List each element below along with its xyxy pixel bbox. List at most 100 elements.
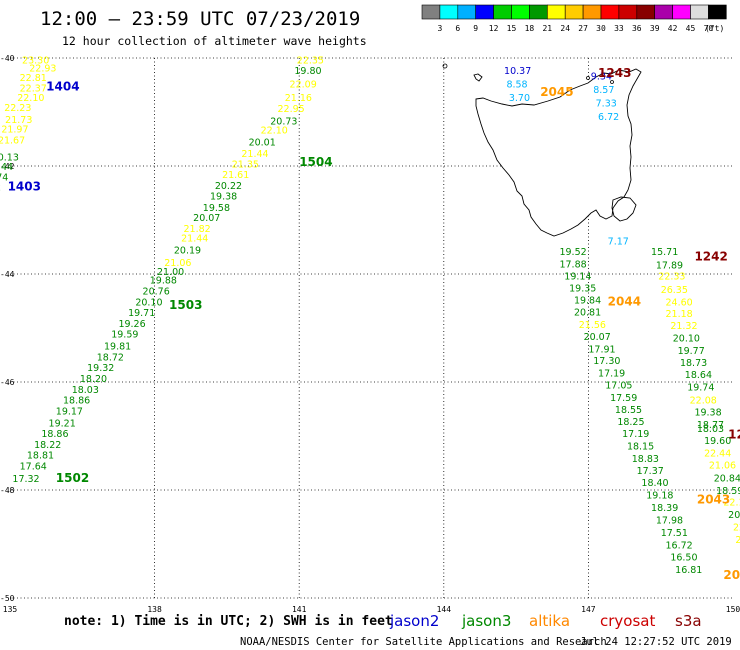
wave-height-value: 20.13 [0, 153, 19, 164]
colorbar-unit: (ft) [705, 24, 724, 33]
wave-height-value: 21.00 [157, 267, 184, 278]
wave-height-value: 19.74 [687, 383, 714, 394]
wave-height-value: 17.19 [622, 429, 649, 440]
wave-height-value: 19.35 [569, 283, 596, 294]
colorbar-swatch [493, 4, 512, 20]
colorbar-swatch [439, 4, 459, 20]
wave-height-value: 19.14 [564, 271, 591, 282]
wave-height-value: 26.35 [661, 285, 688, 296]
wave-height-measurements: 23.3022.9322.8122.3722.1022.2321.7321.97… [0, 55, 740, 576]
wave-height-value: 17.88 [559, 260, 586, 271]
wave-height-value: 19.80 [294, 66, 321, 77]
wave-height-value: 20.01 [249, 137, 276, 148]
wave-height-value: 18.73 [680, 358, 707, 369]
wave-height-value: 8.58 [506, 80, 527, 91]
wave-height-value: 18.25 [617, 417, 644, 428]
wave-height-value: 8.57 [593, 85, 614, 96]
timestamp-text: Jul 24 12:27:52 UTC 2019 [580, 636, 732, 648]
wave-height-value: 7.17 [608, 236, 629, 247]
satellite-legend: jason2 jason3 altika cryosat s3a [389, 612, 702, 630]
wave-height-value: 19.38 [210, 191, 237, 202]
wave-height-value: 20.76 [143, 287, 170, 298]
wave-height-value: 19.38 [694, 407, 721, 418]
lat-tick-label: -46 [0, 378, 15, 387]
lon-tick-label: 147 [581, 605, 596, 614]
wave-height-value: 19.74 [0, 173, 8, 184]
wave-height-value: 22.23 [4, 103, 31, 114]
wave-height-value: 21.06 [164, 258, 191, 269]
colorbar-tick-label: 12 [489, 24, 499, 33]
wave-height-value: 21.44 [181, 234, 208, 245]
colorbar-tick-label: 21 [542, 24, 552, 33]
wave-height-value: 20.73 [270, 116, 297, 127]
island-dot [442, 63, 448, 69]
wave-height-value: 22.15 [723, 498, 740, 509]
wave-height-value: 6.72 [598, 112, 619, 123]
wave-height-value: 20.10 [673, 334, 700, 345]
wave-height-value: 21.44 [241, 149, 268, 160]
wave-height-value: 18.20 [80, 374, 107, 385]
colorbar-swatch [708, 4, 727, 20]
wave-height-value: 17.91 [588, 344, 615, 355]
wave-height-value: 20.84 [714, 473, 740, 484]
wave-height-value: 20.07 [193, 213, 220, 224]
wave-height-value: 22.81 [20, 73, 47, 84]
wave-height-value: 21.73 [5, 115, 32, 126]
wave-height-value: 16.81 [675, 565, 702, 576]
wave-height-value: 17.51 [661, 528, 688, 539]
wave-height-value: 22.08 [690, 396, 717, 407]
wave-height-value: 23.5 [735, 535, 740, 546]
wave-height-value: 18.86 [41, 429, 68, 440]
pass-number-label: 1504 [299, 155, 332, 169]
wave-height-value: 19.59 [111, 330, 138, 341]
wave-height-value: 22.40 [733, 523, 740, 534]
wave-height-value: 21.06 [709, 460, 736, 471]
wave-height-value: 17.59 [610, 393, 637, 404]
wave-height-value: 22.37 [20, 83, 47, 94]
colorbar-swatch [672, 4, 691, 20]
wave-height-value: 18.40 [641, 478, 668, 489]
wave-height-value: 23.30 [22, 55, 49, 66]
colorbar-tick-label: 9 [473, 24, 478, 33]
colorbar: 3 6 9 12 15 18 21 24 27 30 33 36 39 42 45 70 [421, 4, 727, 33]
wave-height-value: 21.18 [666, 309, 693, 320]
colorbar-swatch [600, 4, 620, 20]
wave-height-value: 17.37 [637, 466, 664, 477]
wave-height-value: 18.39 [651, 503, 678, 514]
wave-height-value: 16.72 [666, 540, 693, 551]
wave-height-value: 20.07 [584, 332, 611, 343]
pass-number-label: 1502 [56, 471, 89, 485]
colorbar-tick-label: 42 [668, 24, 678, 33]
wave-height-value: 19.18 [646, 491, 673, 502]
legend-s3a: s3a [675, 612, 702, 630]
wave-height-value: 17.05 [605, 380, 632, 391]
pass-number-label: 2043 [697, 493, 730, 507]
wave-height-value: 18.15 [627, 442, 654, 453]
wave-height-value: 16.50 [670, 553, 697, 564]
wave-height-value: 18.81 [27, 451, 54, 462]
wave-height-value: 19.77 [678, 346, 705, 357]
island-dot [610, 80, 614, 84]
pass-number-label: 1242 [694, 250, 727, 264]
wave-height-value: 21.35 [232, 160, 259, 171]
wave-height-value: 21.97 [1, 125, 28, 136]
pass-number-label: 1503 [169, 298, 202, 312]
wave-height-value: 19.60 [704, 436, 731, 447]
wave-height-value: 18.72 [97, 352, 124, 363]
wave-height-value: 22.35 [297, 55, 324, 66]
wave-height-value: 17.64 [20, 461, 47, 472]
wave-height-value: 20.22 [215, 181, 242, 192]
wave-height-value: 7.33 [596, 99, 617, 110]
wave-height-value: 17.30 [593, 356, 620, 367]
wave-height-value: 19.81 [104, 342, 131, 353]
wave-height-value: 21.32 [670, 321, 697, 332]
pass-number-label: 204 [723, 568, 740, 582]
wave-height-value: 21.67 [0, 135, 25, 146]
credit-text: NOAA/NESDIS Center for Satellite Applica… [240, 636, 607, 648]
colorbar-tick-label: 24 [560, 24, 570, 33]
lon-tick-label: 150 [726, 605, 740, 614]
wave-height-value: 17.98 [656, 515, 683, 526]
colorbar-tick-label: 36 [632, 24, 642, 33]
wave-height-value: 22.44 [704, 449, 731, 460]
colorbar-tick-label: 6 [455, 24, 460, 33]
